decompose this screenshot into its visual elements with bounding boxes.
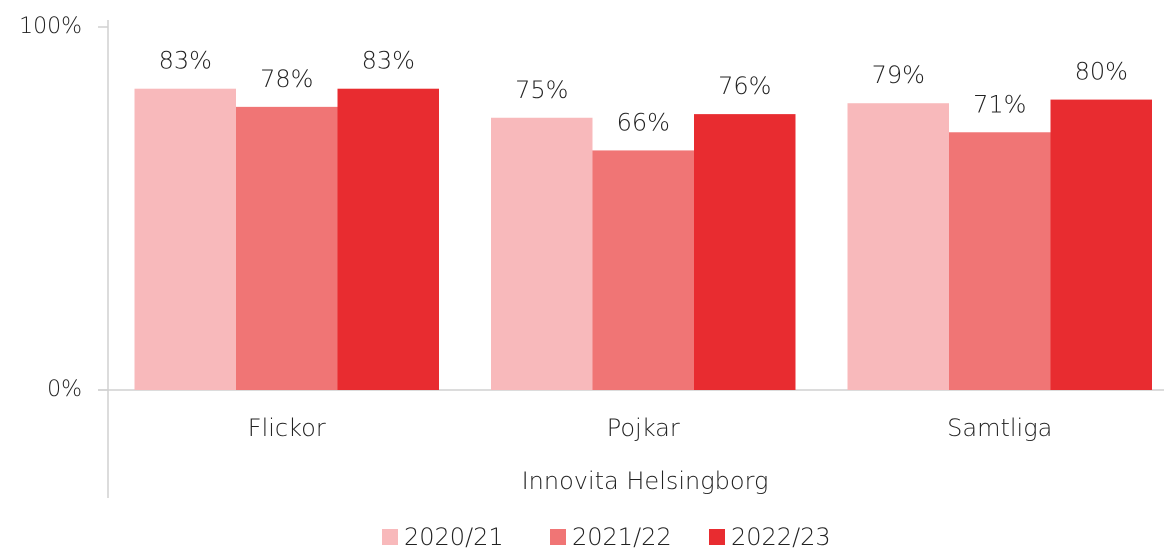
legend-label: 2021/22 [572,523,672,551]
legend-swatch [382,529,398,545]
bar [134,88,236,391]
bar [949,132,1051,390]
bar [694,114,796,391]
y-tick-label: 100% [19,14,82,39]
value-label: 80% [1075,58,1128,86]
value-label: 78% [260,65,313,93]
value-label: 83% [159,47,212,75]
value-label: 75% [515,76,568,104]
value-label: 71% [973,90,1026,118]
legend-label: 2022/23 [731,523,831,551]
value-label: 66% [617,108,670,136]
legend-swatch [550,529,566,545]
legend-label: 2020/21 [404,523,504,551]
bar [337,88,439,391]
bar [1050,99,1152,390]
value-label: 83% [362,47,415,75]
bar [592,150,694,390]
x-tick-label: Pojkar [607,414,680,442]
y-tick-label: 0% [47,377,82,402]
bar [847,103,949,390]
bar [491,117,593,390]
value-label: 79% [872,61,925,89]
x-axis-label: Innovita Helsingborg [522,467,769,495]
bar [236,106,338,391]
x-tick-label: Flickor [248,414,326,442]
legend-swatch [709,529,725,545]
value-label: 76% [718,72,771,100]
x-tick-label: Samtliga [947,414,1052,442]
